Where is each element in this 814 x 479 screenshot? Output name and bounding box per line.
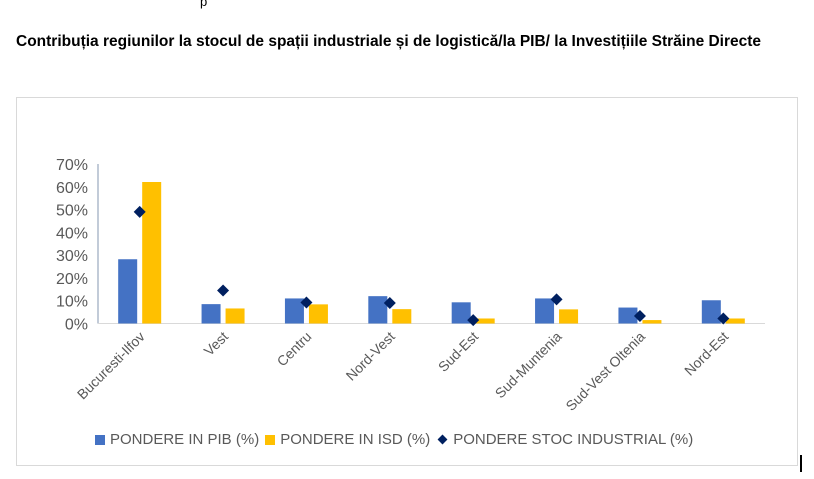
legend-item-isd: PONDERE IN ISD (%) [265, 431, 430, 448]
legend: PONDERE IN PIB (%) PONDERE IN ISD (%) PO… [95, 431, 699, 448]
marker-stoc [133, 205, 146, 218]
bar-pib [201, 304, 221, 324]
y-tick-label: 50% [56, 203, 88, 220]
legend-label-pib: PONDERE IN PIB (%) [110, 431, 260, 448]
y-axis-ticks: 0% 10% 20% 30% 40% 50% 60% 70% [56, 157, 88, 334]
bar-pib [118, 259, 138, 324]
bar-isd [392, 309, 412, 324]
bar-pib [618, 307, 638, 324]
x-tick-label: Sud-Vest Oltenia [562, 328, 648, 414]
x-tick-label: Nord-Est [681, 328, 731, 378]
marker-stoc [550, 293, 563, 306]
x-tick-label: Vest [201, 328, 232, 359]
bar-isd [725, 318, 745, 324]
marker-stoc [300, 296, 313, 309]
legend-swatch-isd [265, 434, 276, 445]
y-tick-label: 20% [56, 271, 88, 288]
x-tick-label: Sud-Muntenia [492, 328, 565, 401]
bar-isd [642, 320, 662, 324]
legend-swatch-pib [95, 434, 105, 445]
x-tick-label: Nord-Vest [343, 328, 398, 383]
y-tick-label: 30% [56, 248, 88, 265]
marker-stoc [217, 284, 230, 297]
x-axis-labels: Bucuresti-Ilfov Vest Centru Nord-Vest Sud-Es… [74, 328, 732, 414]
bar-isd [559, 309, 579, 324]
x-tick-label: Bucuresti-Ilfov [74, 328, 148, 402]
bar-pib [368, 296, 388, 324]
bar-isd [225, 308, 245, 324]
marker-stoc [467, 314, 480, 327]
legend-label-stoc: PONDERE STOC INDUSTRIAL (%) [453, 431, 694, 448]
bar-pib [284, 298, 304, 324]
bar-isd [308, 304, 328, 324]
y-tick-label: 0% [65, 317, 88, 334]
bar-pib [701, 300, 721, 324]
marker-stoc [633, 309, 646, 322]
marker-stoc [717, 312, 730, 325]
bar-isd [142, 182, 162, 324]
legend-item-stoc: PONDERE STOC INDUSTRIAL (%) [436, 431, 693, 448]
bars [118, 182, 745, 324]
legend-diamond-icon [437, 434, 448, 445]
marker-stoc [383, 296, 396, 309]
markers [133, 205, 730, 327]
x-tick-label: Sud-Est [435, 328, 482, 375]
text-fragment: p [200, 0, 208, 9]
bar-pib [535, 298, 555, 324]
y-tick-label: 40% [56, 225, 88, 242]
chart-heading: Contribuția regiunilor la stocul de spaț… [16, 33, 762, 50]
x-tick-label: Centru [274, 328, 315, 369]
y-tick-label: 10% [56, 294, 88, 311]
y-tick-label: 70% [56, 157, 88, 174]
bar-isd [475, 318, 495, 324]
legend-item-pib: PONDERE IN PIB (%) [95, 431, 259, 448]
y-tick-label: 60% [56, 180, 88, 197]
bar-pib [451, 302, 471, 324]
text-cursor [800, 455, 802, 472]
legend-label-isd: PONDERE IN ISD (%) [280, 431, 431, 448]
